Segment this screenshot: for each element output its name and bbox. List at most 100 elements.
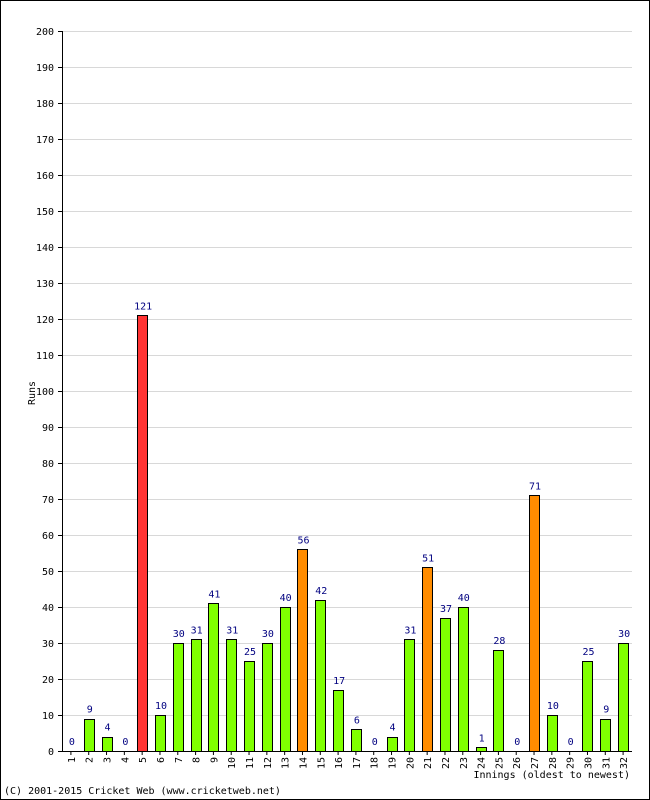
y-tick-label: 10	[42, 711, 54, 722]
bar	[618, 643, 629, 752]
x-tick-label: 15	[316, 757, 327, 769]
x-tick-label: 25	[494, 757, 505, 769]
bar	[244, 661, 255, 752]
bar	[476, 747, 487, 752]
bar	[422, 567, 433, 752]
data-label: 28	[493, 636, 505, 647]
y-tick-label: 120	[36, 315, 54, 326]
bar	[226, 639, 237, 752]
x-tick-label: 27	[530, 757, 541, 769]
bar	[458, 607, 469, 752]
data-label: 31	[191, 625, 203, 636]
data-label: 10	[547, 701, 559, 712]
x-tick-label: 31	[601, 757, 612, 769]
x-tick-label: 20	[405, 757, 416, 769]
data-label: 9	[603, 705, 609, 716]
bar	[155, 715, 166, 752]
data-label: 1	[479, 733, 485, 744]
x-tick-label: 26	[512, 757, 523, 769]
data-label: 6	[354, 715, 360, 726]
data-label: 0	[122, 737, 128, 748]
bar	[297, 549, 308, 752]
data-label: 51	[422, 553, 434, 564]
x-tick-label: 6	[156, 757, 167, 763]
data-label: 30	[618, 629, 630, 640]
x-tick-label: 28	[548, 757, 559, 769]
data-label: 40	[280, 593, 292, 604]
x-tick-label: 12	[263, 757, 274, 769]
data-label: 0	[69, 737, 75, 748]
x-tick-label: 10	[227, 757, 238, 769]
axes	[58, 31, 632, 755]
data-label: 17	[333, 676, 345, 687]
x-tick-label: 24	[477, 757, 488, 769]
gridlines	[62, 31, 632, 716]
bar	[493, 650, 504, 752]
y-tick-label: 0	[48, 747, 54, 758]
y-axis-label: Runs	[27, 381, 38, 405]
x-tick-label: 14	[298, 757, 309, 769]
y-tick-label: 180	[36, 99, 54, 110]
bar	[191, 639, 202, 752]
y-tick-label: 160	[36, 171, 54, 182]
y-tick-label: 150	[36, 207, 54, 218]
y-tick-label: 100	[36, 387, 54, 398]
x-tick-label: 1	[67, 757, 78, 763]
x-tick-label: 2	[85, 757, 96, 763]
bar	[582, 661, 593, 752]
y-tick-label: 130	[36, 279, 54, 290]
x-tick-label: 5	[138, 757, 149, 763]
y-tick-label: 50	[42, 567, 54, 578]
x-tick-label: 3	[103, 757, 114, 763]
y-tick-label: 200	[36, 27, 54, 38]
data-label: 71	[529, 481, 541, 492]
data-label: 4	[105, 723, 111, 734]
bar	[600, 719, 611, 752]
bar	[333, 690, 344, 752]
y-tick-labels: 0 10 20 30 40 50 60 70 80 90 100 110 120 130 140 150 160…	[36, 27, 54, 758]
x-tick-label: 22	[441, 757, 452, 769]
data-label: 56	[297, 535, 309, 546]
data-label: 121	[134, 301, 152, 312]
y-tick-label: 80	[42, 459, 54, 470]
x-tick-label: 7	[174, 757, 185, 763]
data-label: 0	[514, 737, 520, 748]
data-label: 37	[440, 604, 452, 615]
x-tick-label: 4	[120, 757, 131, 763]
bar	[404, 639, 415, 752]
y-tick-label: 30	[42, 639, 54, 650]
y-tick-label: 40	[42, 603, 54, 614]
data-label: 31	[226, 625, 238, 636]
bar	[315, 600, 326, 752]
x-tick-label: 21	[423, 757, 434, 769]
bar	[208, 603, 219, 752]
bar	[173, 643, 184, 752]
y-tick-label: 170	[36, 135, 54, 146]
copyright-notice: (C) 2001-2015 Cricket Web (www.cricketwe…	[4, 786, 281, 797]
y-tick-label: 20	[42, 675, 54, 686]
y-tick-label: 60	[42, 531, 54, 542]
bar	[547, 715, 558, 752]
data-label: 0	[372, 737, 378, 748]
bar	[102, 737, 113, 752]
y-tick-label: 110	[36, 351, 54, 362]
x-tick-label: 29	[566, 757, 577, 769]
bar	[280, 607, 291, 752]
x-tick-labels: 1 2 3 4 5 6 7 8 9 10 11 12 13 14 15 16 17 18 19 20 21 22 23 24 2…	[67, 757, 630, 769]
y-tick-label: 140	[36, 243, 54, 254]
bar	[84, 719, 95, 752]
x-tick-label: 23	[459, 757, 470, 769]
bar	[351, 729, 362, 752]
y-tick-label: 190	[36, 63, 54, 74]
data-label: 40	[458, 593, 470, 604]
data-label: 31	[404, 625, 416, 636]
bars	[84, 315, 629, 752]
data-label: 25	[582, 647, 594, 658]
data-label: 10	[155, 701, 167, 712]
bar	[440, 618, 451, 752]
x-tick-label: 11	[245, 757, 256, 769]
x-axis-label: Innings (oldest to newest)	[473, 770, 630, 781]
